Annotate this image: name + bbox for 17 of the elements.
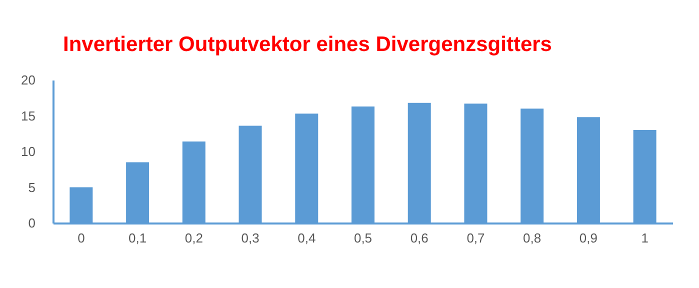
- x-tick-label: 0,2: [184, 230, 203, 246]
- x-tick-label: 0,1: [128, 230, 147, 246]
- x-tick-label: 0,7: [466, 230, 485, 246]
- x-tick-label: 0,6: [410, 230, 428, 246]
- y-tick-label: 15: [21, 108, 36, 124]
- y-tick-label: 5: [28, 180, 36, 195]
- x-tick-label: 0,9: [579, 230, 598, 246]
- x-tick-label: 0,8: [523, 230, 542, 246]
- x-tick-label: 0,3: [241, 230, 260, 246]
- y-tick-label: 20: [21, 72, 36, 88]
- x-tick-label: 0,4: [298, 230, 316, 246]
- y-tick-label: 10: [21, 144, 36, 159]
- chart-title: Invertierter Outputvektor eines Divergenzsgitters: [63, 33, 552, 57]
- x-tick-label: 0: [78, 230, 85, 246]
- y-tick-label: 0: [28, 216, 36, 230]
- x-tick-label: 0,5: [354, 230, 372, 246]
- x-tick-label: 1: [641, 230, 648, 246]
